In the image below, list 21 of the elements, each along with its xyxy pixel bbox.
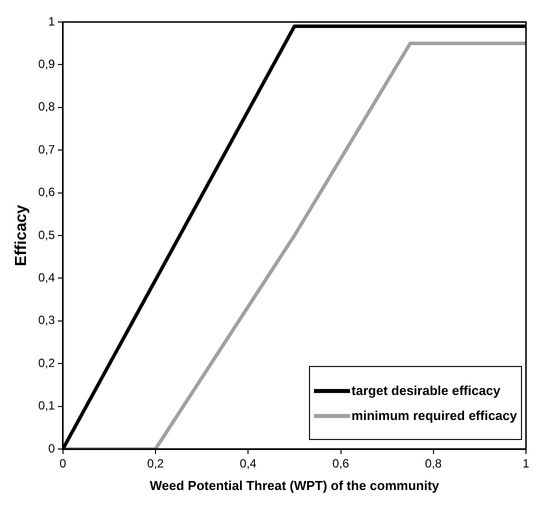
y-tick-label: 1 bbox=[48, 14, 56, 28]
y-axis-title: Efficacy bbox=[13, 204, 30, 266]
x-axis-title: Weed Potential Threat (WPT) of the community bbox=[150, 478, 440, 493]
y-tick-label: 0,6 bbox=[38, 185, 56, 200]
y-tick-label: 0,4 bbox=[38, 270, 56, 285]
x-tick-label: 0,8 bbox=[425, 456, 442, 471]
y-tick-label: 0,3 bbox=[38, 313, 56, 328]
y-tick-label: 0,1 bbox=[38, 398, 56, 413]
x-tick-label: 1 bbox=[522, 456, 530, 471]
x-tick-label: 0,4 bbox=[240, 456, 257, 471]
y-tick-label: 0 bbox=[48, 441, 56, 456]
x-tick-label: 0,2 bbox=[147, 456, 164, 471]
y-tick-label: 0,7 bbox=[38, 142, 56, 156]
y-tick-label: 0,8 bbox=[38, 100, 56, 114]
x-tick-label: 0 bbox=[60, 456, 67, 471]
y-tick-label: 0,2 bbox=[38, 356, 56, 370]
y-tick-label: 0,9 bbox=[38, 57, 56, 72]
legend-label: minimum required efficacy bbox=[352, 408, 517, 423]
x-tick-label: 0,6 bbox=[332, 456, 350, 471]
y-tick-label: 0,5 bbox=[38, 228, 56, 242]
legend-label: target desirable efficacy bbox=[352, 383, 500, 398]
